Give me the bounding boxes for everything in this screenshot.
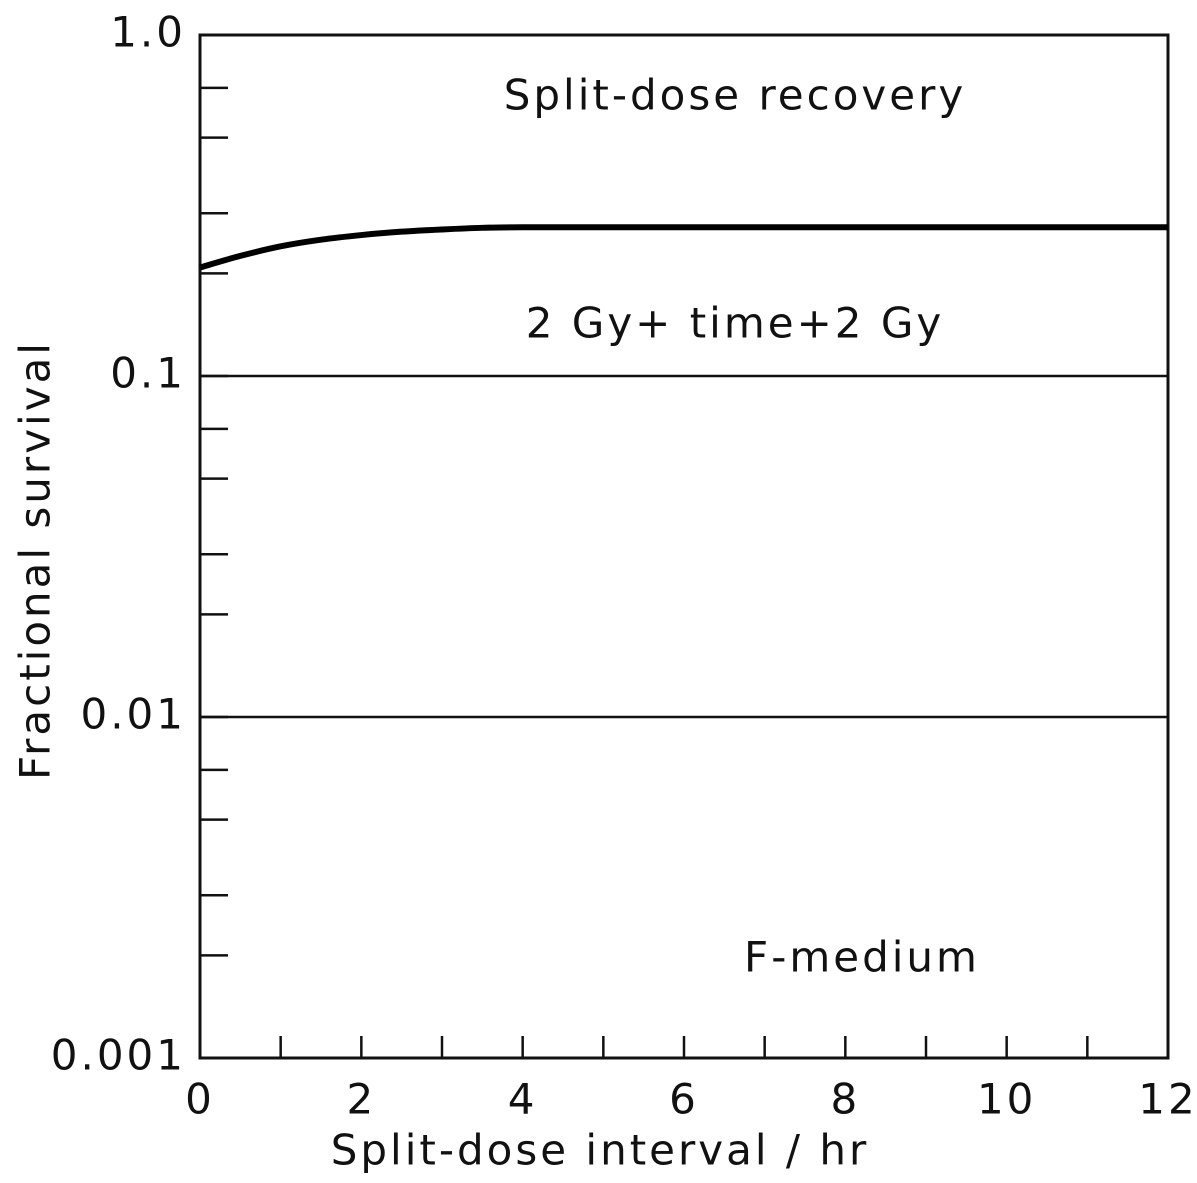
- x-tick-label: 8: [830, 1075, 860, 1124]
- x-tick-label: 4: [508, 1075, 538, 1124]
- data-line: [199, 224, 1168, 271]
- annotation: Split-dose recovery: [504, 71, 967, 120]
- y-tick-label: 0.001: [51, 1031, 186, 1080]
- annotation: 2 Gy+ time+2 Gy: [526, 299, 945, 348]
- y-tick-label: 1.0: [110, 8, 186, 57]
- y-axis-label: Fractional survival: [11, 340, 60, 780]
- x-tick-label: 10: [977, 1075, 1036, 1124]
- x-tick-label: 12: [1138, 1075, 1197, 1124]
- annotation: F-medium: [744, 933, 980, 982]
- x-tick-label: 2: [346, 1075, 376, 1124]
- y-tick-label: 0.01: [80, 690, 186, 739]
- x-tick-label: 0: [185, 1075, 215, 1124]
- x-axis-label: Split-dose interval / hr: [331, 1126, 870, 1175]
- y-tick-label: 0.1: [110, 349, 186, 398]
- x-tick-label: 6: [669, 1075, 699, 1124]
- plot-frame: [198, 33, 1170, 1060]
